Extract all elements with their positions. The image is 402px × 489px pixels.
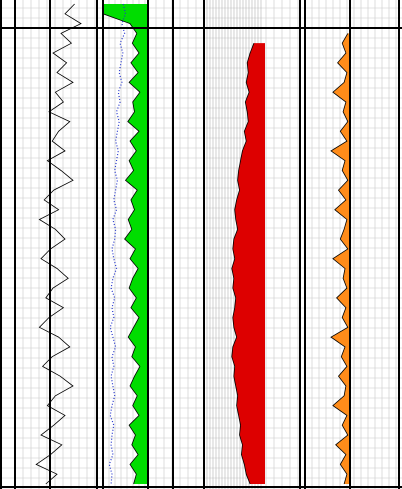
curve (108, 3, 127, 485)
curve (231, 43, 255, 485)
curves (35, 3, 350, 485)
curve-fill (231, 43, 265, 484)
curve (35, 3, 82, 485)
curve (102, 4, 141, 485)
curve (330, 33, 349, 485)
curve-fill (331, 33, 350, 484)
curve-fill (103, 4, 148, 484)
